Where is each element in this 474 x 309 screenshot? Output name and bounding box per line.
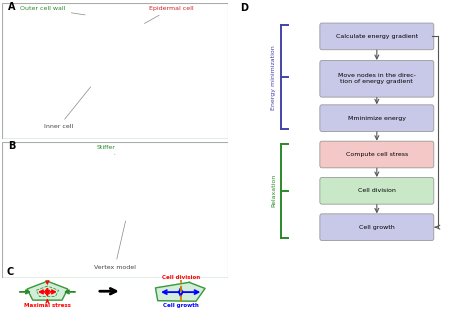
Polygon shape bbox=[0, 278, 386, 309]
Polygon shape bbox=[0, 139, 386, 309]
FancyBboxPatch shape bbox=[320, 61, 434, 97]
Text: Mminimize energy: Mminimize energy bbox=[348, 116, 406, 121]
Text: Outer cell wall: Outer cell wall bbox=[20, 6, 85, 15]
Text: Inner cell: Inner cell bbox=[44, 87, 91, 129]
FancyBboxPatch shape bbox=[320, 141, 434, 168]
FancyBboxPatch shape bbox=[320, 214, 434, 240]
Text: D: D bbox=[240, 3, 248, 13]
Text: Move nodes in the direc-
tion of energy gradient: Move nodes in the direc- tion of energy … bbox=[338, 74, 416, 84]
Text: Stiffer: Stiffer bbox=[97, 145, 116, 154]
Text: C: C bbox=[7, 267, 14, 277]
Text: Vertex model: Vertex model bbox=[94, 221, 136, 269]
Text: Compute cell stress: Compute cell stress bbox=[346, 152, 408, 157]
Text: Cell division: Cell division bbox=[162, 275, 200, 280]
Text: Relaxation: Relaxation bbox=[272, 174, 276, 207]
Text: A: A bbox=[8, 2, 16, 12]
FancyBboxPatch shape bbox=[320, 23, 434, 50]
Text: Energy minimization: Energy minimization bbox=[272, 45, 276, 110]
Text: Calculate energy gradient: Calculate energy gradient bbox=[336, 34, 418, 39]
Text: Maximal stress: Maximal stress bbox=[24, 303, 71, 308]
Text: B: B bbox=[8, 141, 15, 151]
Text: Epidermal cell: Epidermal cell bbox=[145, 6, 193, 23]
Polygon shape bbox=[155, 282, 205, 301]
Text: Cell growth: Cell growth bbox=[163, 303, 199, 308]
Polygon shape bbox=[27, 281, 68, 300]
Text: Cell division: Cell division bbox=[358, 188, 396, 193]
Text: Cell growth: Cell growth bbox=[359, 225, 395, 230]
FancyBboxPatch shape bbox=[320, 105, 434, 132]
FancyBboxPatch shape bbox=[320, 177, 434, 204]
